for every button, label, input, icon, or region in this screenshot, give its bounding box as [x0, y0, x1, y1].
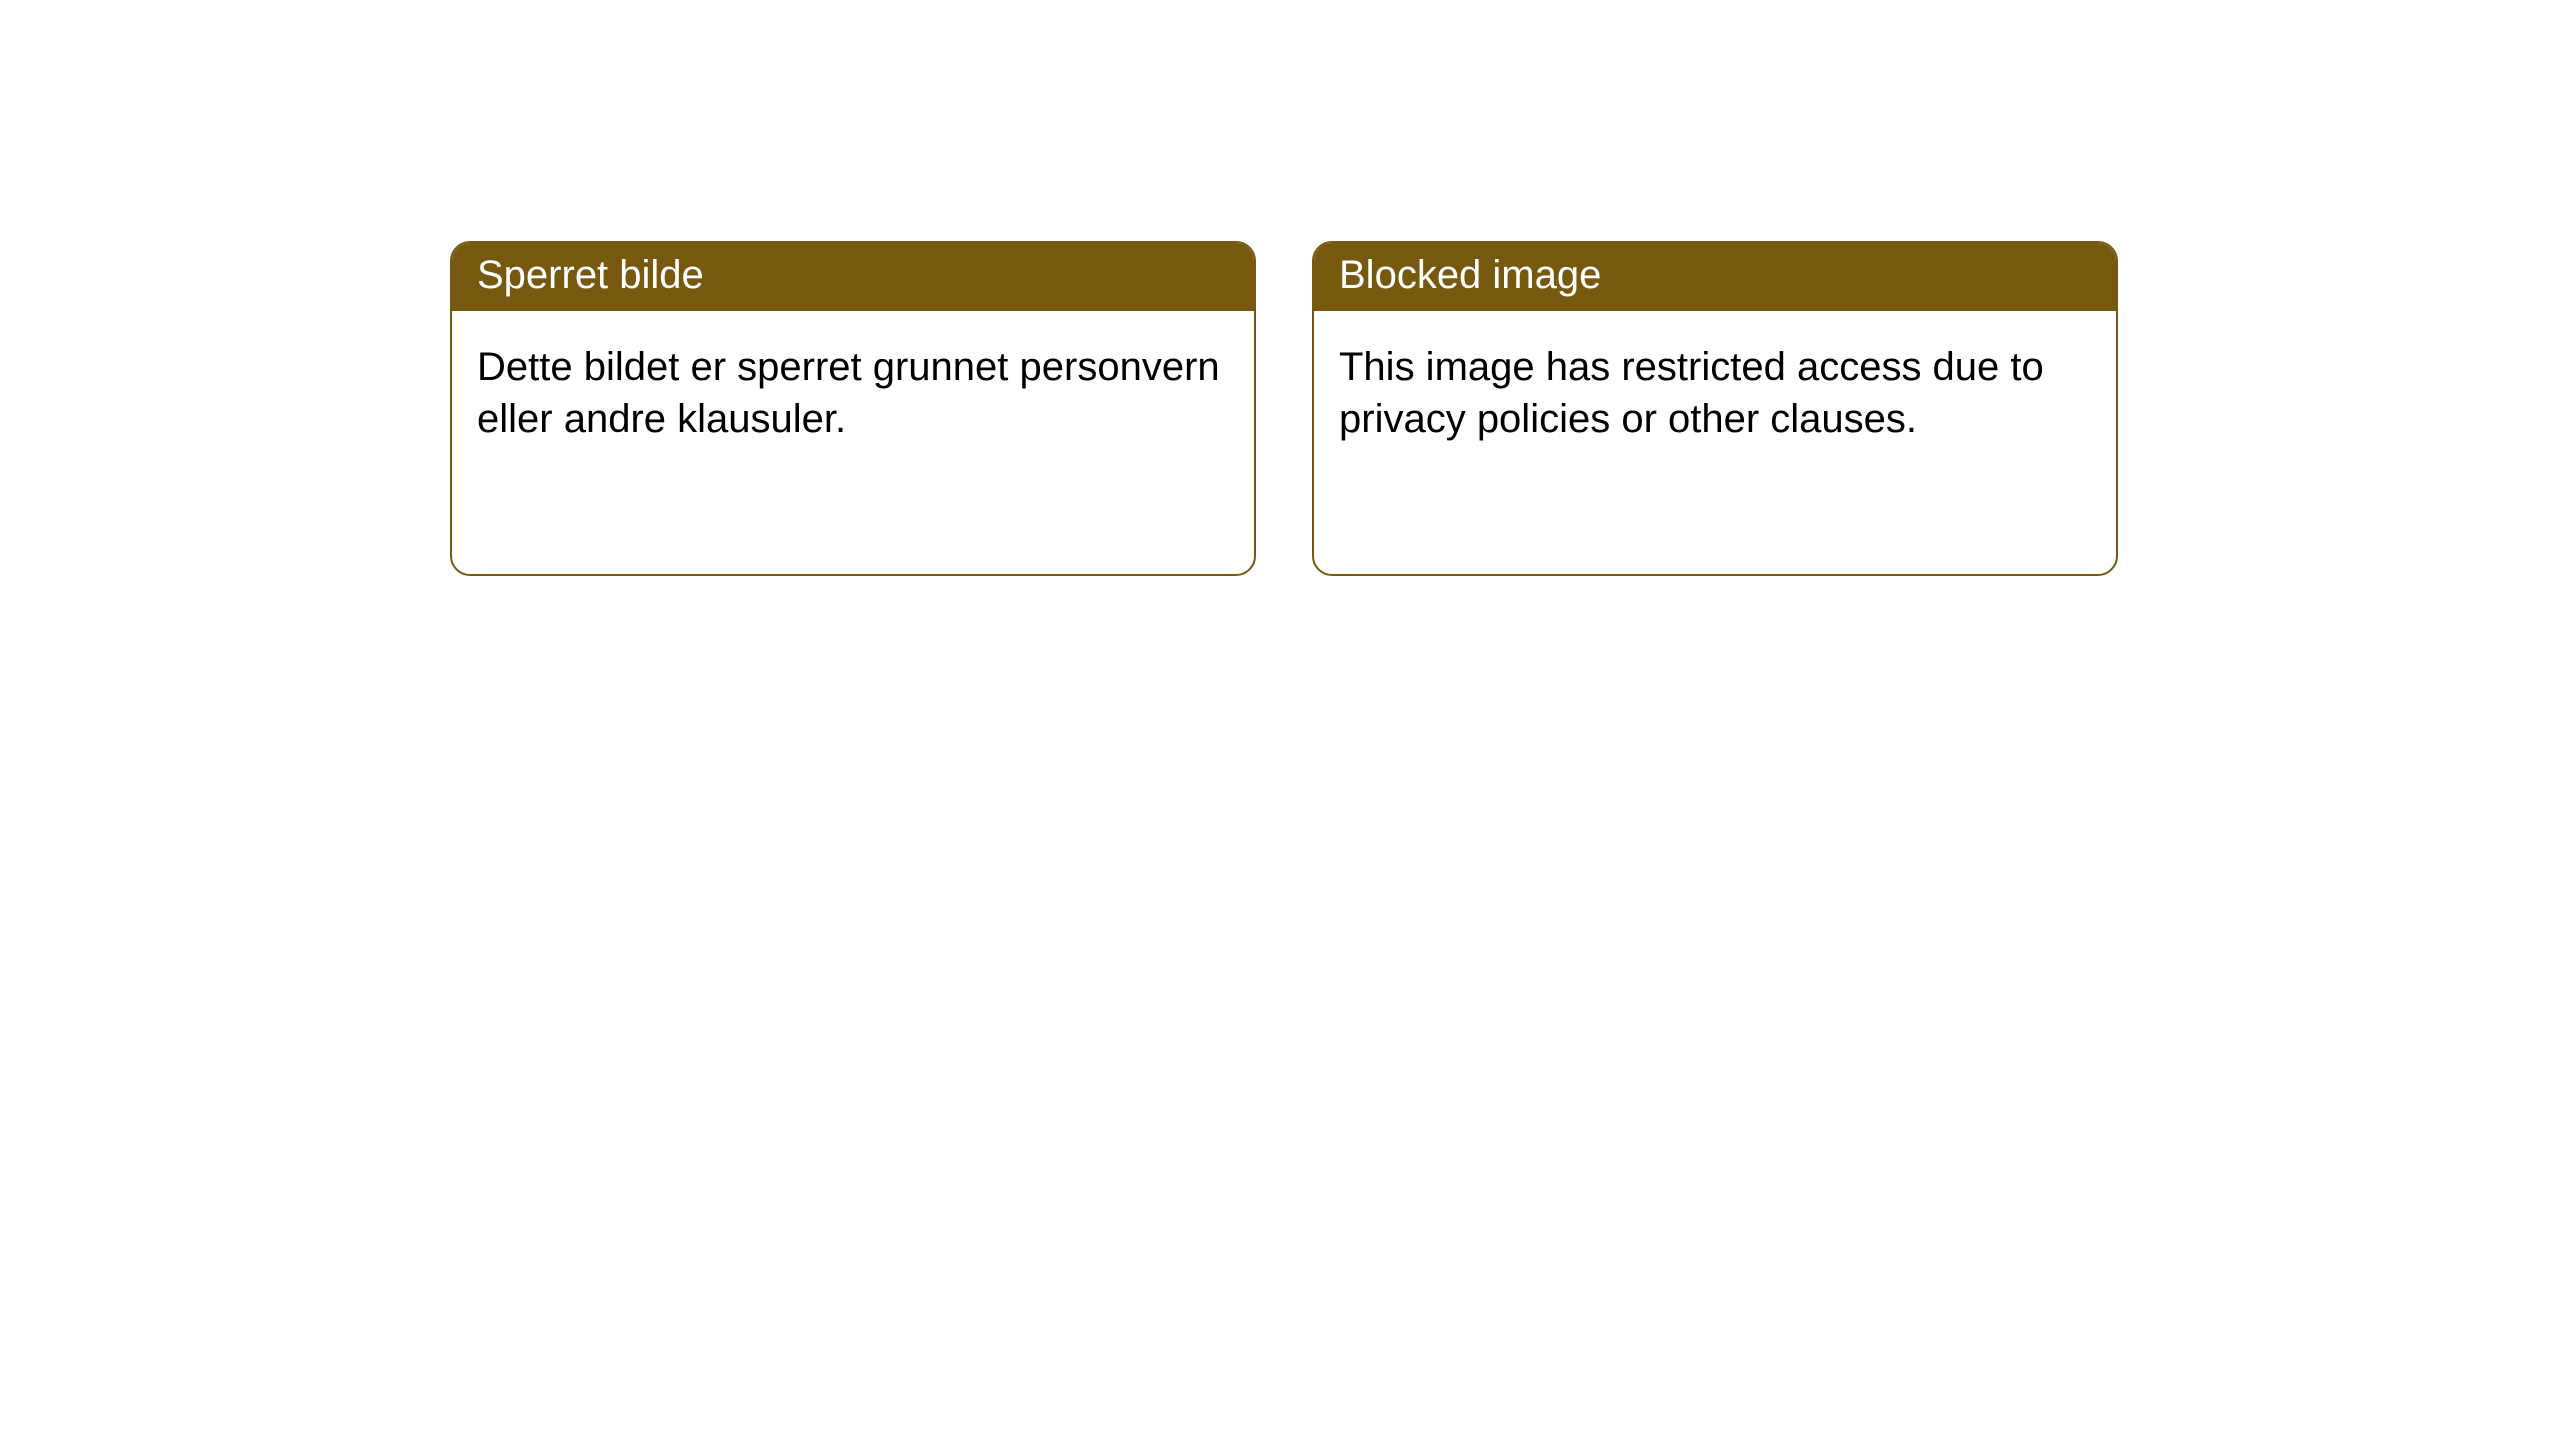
notice-body: Dette bildet er sperret grunnet personve…	[452, 311, 1254, 475]
notice-body: This image has restricted access due to …	[1314, 311, 2116, 475]
notice-title: Sperret bilde	[452, 243, 1254, 311]
notice-card-norwegian: Sperret bilde Dette bildet er sperret gr…	[450, 241, 1256, 576]
notice-container: Sperret bilde Dette bildet er sperret gr…	[0, 0, 2560, 576]
notice-card-english: Blocked image This image has restricted …	[1312, 241, 2118, 576]
notice-title: Blocked image	[1314, 243, 2116, 311]
